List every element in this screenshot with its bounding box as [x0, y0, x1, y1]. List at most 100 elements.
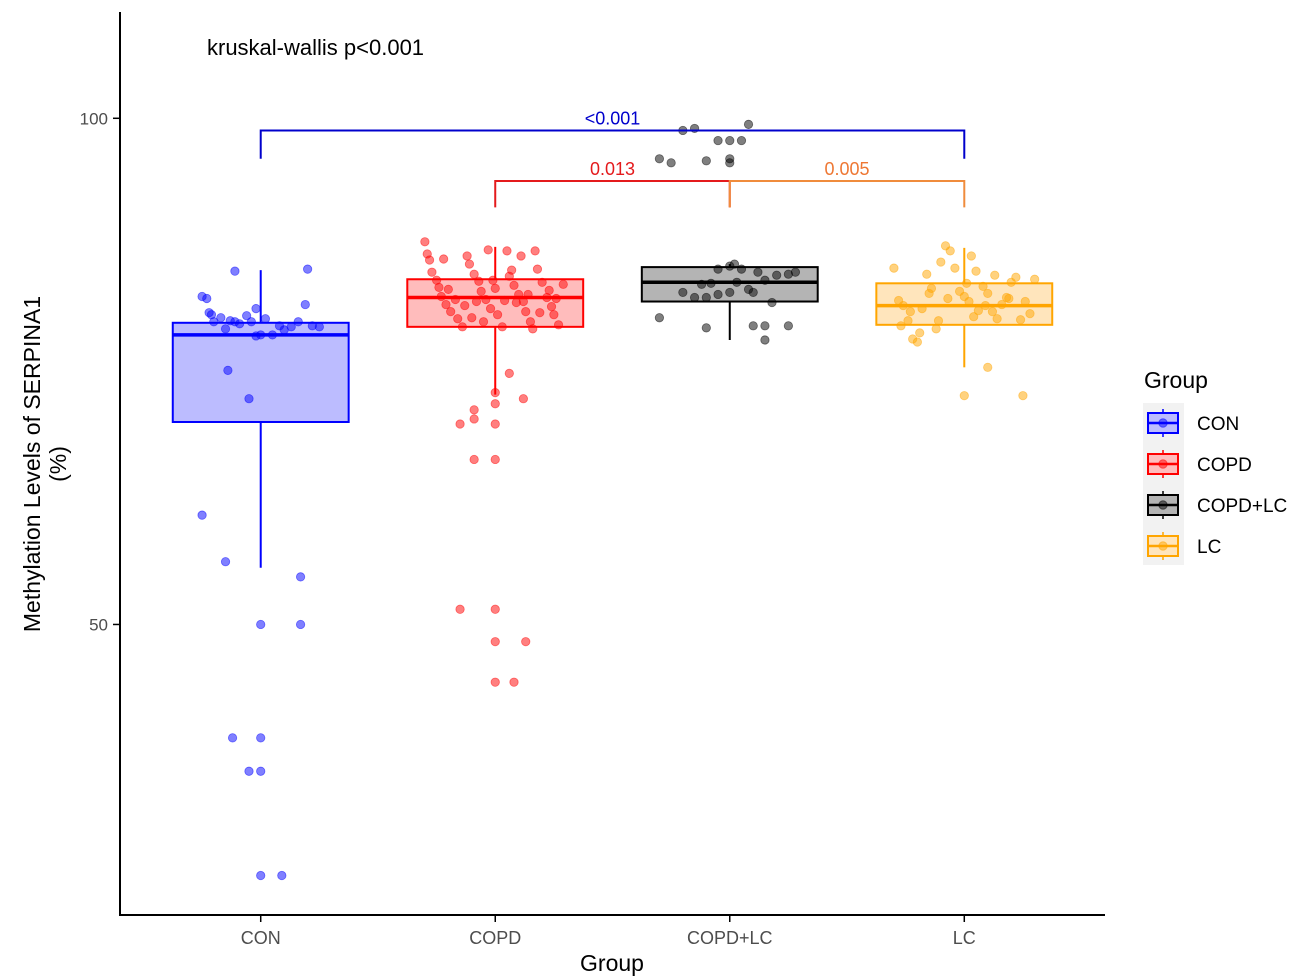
data-point — [992, 314, 1002, 324]
data-point — [483, 245, 493, 255]
data-point — [242, 311, 252, 321]
data-point — [549, 310, 559, 320]
comparison-bracket — [728, 180, 966, 208]
data-point — [969, 312, 979, 322]
data-point — [521, 637, 531, 647]
data-point — [973, 306, 983, 316]
data-point — [558, 279, 568, 289]
data-point — [471, 296, 482, 307]
data-point — [220, 557, 231, 567]
data-point — [772, 270, 782, 280]
data-point — [743, 284, 754, 294]
data-point — [905, 307, 915, 317]
data-point — [987, 307, 998, 317]
data-point — [314, 322, 324, 332]
data-point — [216, 313, 226, 323]
data-point — [701, 323, 711, 333]
y-axis-title-line2: (%) — [45, 446, 71, 482]
comparison-brackets: <0.001 0.013 0.005 — [259, 108, 966, 208]
data-point — [962, 278, 972, 288]
data-point — [760, 335, 770, 345]
data-point — [478, 317, 489, 327]
data-point — [502, 246, 512, 256]
data-point — [507, 265, 517, 275]
data-point — [678, 287, 688, 298]
comparison-p-value: <0.001 — [585, 108, 641, 128]
data-point — [1020, 296, 1030, 307]
comparison-p-value: 0.013 — [590, 159, 635, 179]
data-point — [980, 300, 990, 311]
data-point — [509, 280, 519, 290]
data-point — [485, 304, 496, 314]
data-point — [455, 419, 465, 429]
y-ticks: 50 100 — [80, 109, 120, 634]
data-point — [654, 154, 665, 164]
data-point — [455, 604, 465, 614]
data-point — [457, 322, 468, 332]
data-point — [950, 263, 960, 273]
data-point — [197, 510, 207, 520]
data-point — [469, 414, 479, 424]
data-point — [450, 294, 460, 305]
data-point — [713, 135, 723, 146]
data-point — [924, 288, 934, 299]
data-point — [544, 285, 554, 295]
data-point — [490, 637, 500, 647]
data-point — [300, 299, 310, 310]
data-point — [481, 294, 491, 305]
data-point — [729, 259, 740, 269]
data-point — [701, 292, 711, 303]
data-point — [701, 156, 711, 166]
data-point — [295, 572, 306, 582]
data-point — [427, 267, 437, 277]
legend-label: COPD+LC — [1197, 496, 1287, 517]
data-point — [743, 119, 754, 129]
data-point — [497, 322, 507, 332]
data-point — [959, 391, 969, 401]
data-point — [244, 394, 254, 404]
data-point — [706, 278, 716, 288]
data-point — [256, 733, 266, 743]
data-point — [964, 296, 974, 307]
legend-title: Group — [1144, 367, 1208, 393]
data-point — [917, 304, 927, 314]
data-point — [725, 158, 735, 168]
data-point — [490, 677, 500, 687]
data-point — [256, 330, 266, 340]
legend-key-point — [1158, 500, 1168, 510]
data-point — [537, 277, 547, 287]
data-point — [295, 619, 306, 630]
data-point — [898, 300, 908, 311]
data-point — [420, 237, 430, 247]
data-point — [1004, 293, 1014, 304]
data-point — [223, 365, 233, 375]
data-point — [460, 300, 470, 311]
data-point — [511, 297, 521, 308]
data-point — [997, 299, 1007, 310]
y-tick-label: 50 — [89, 615, 108, 634]
data-point — [553, 320, 564, 330]
data-point — [453, 314, 463, 324]
data-point — [931, 324, 941, 334]
data-point — [896, 321, 906, 331]
kruskal-wallis-annotation: kruskal-wallis p<0.001 — [207, 35, 424, 60]
data-point — [666, 158, 676, 168]
data-point — [490, 388, 500, 398]
data-point — [256, 870, 266, 881]
data-point — [697, 279, 707, 289]
data-point — [736, 135, 747, 146]
data-point — [509, 677, 519, 687]
x-axis-title: Group — [580, 950, 644, 976]
data-point — [434, 282, 444, 292]
data-point — [1018, 391, 1028, 401]
legend-key-point — [1158, 541, 1168, 551]
axes — [119, 12, 1105, 916]
data-point — [933, 316, 944, 326]
data-point — [1015, 315, 1026, 325]
data-point — [474, 276, 484, 286]
data-point — [492, 310, 503, 320]
data-point — [713, 264, 723, 274]
data-point — [936, 257, 946, 267]
data-point — [488, 275, 498, 285]
data-point — [915, 328, 925, 338]
